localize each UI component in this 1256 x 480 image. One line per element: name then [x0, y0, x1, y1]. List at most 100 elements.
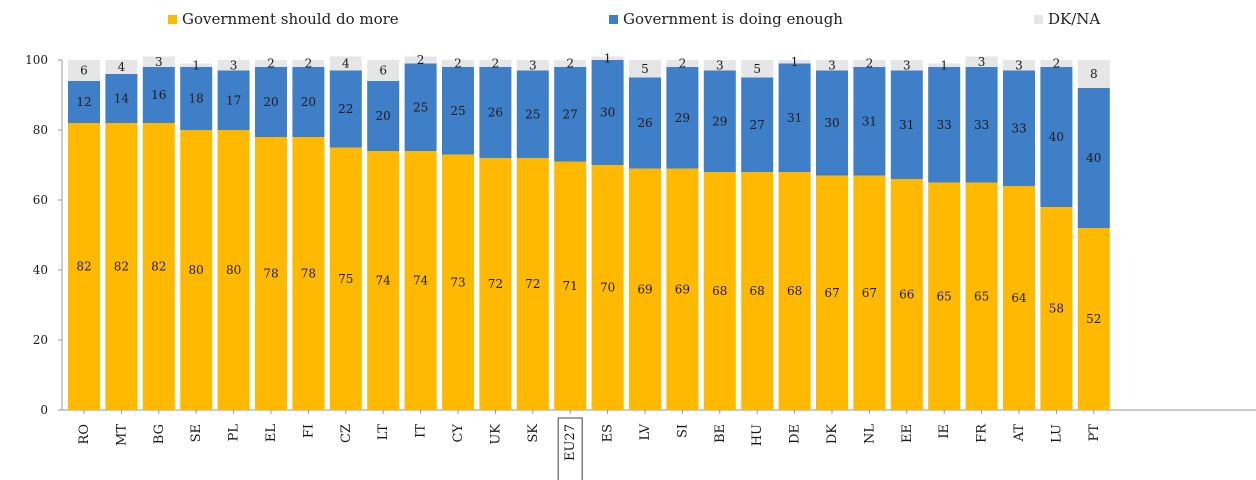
x-tick-label: CY	[451, 424, 466, 443]
bar-segment	[629, 77, 661, 169]
bar-segment	[890, 60, 923, 71]
bar-segment	[778, 63, 811, 172]
y-tick-label: 60	[33, 193, 48, 207]
bar-segment	[255, 137, 287, 410]
bar-segment	[591, 56, 624, 60]
bar-segment	[142, 123, 175, 410]
data-label: 20	[263, 95, 278, 109]
bar-segment	[479, 158, 512, 410]
data-label: 4	[342, 57, 350, 71]
bar-segment	[1003, 186, 1035, 410]
data-label: 22	[338, 102, 353, 116]
data-label: 5	[641, 62, 649, 76]
bar-segment	[105, 74, 138, 123]
data-label: 3	[1015, 58, 1023, 72]
legend-label-doing-enough: Government is doing enough	[623, 10, 843, 28]
data-label: 67	[862, 286, 877, 300]
bar-segment	[1040, 60, 1073, 67]
bar-segment	[816, 70, 848, 176]
bar-segment	[105, 60, 138, 74]
bar-segment	[255, 67, 287, 137]
bar-segment	[404, 151, 437, 410]
bar-segment	[554, 161, 587, 410]
bar-segment	[442, 154, 474, 410]
x-tick-label: CZ	[339, 424, 354, 443]
data-label: 74	[376, 274, 392, 288]
bar-segment	[479, 67, 512, 158]
data-label: 69	[675, 282, 690, 296]
data-label: 65	[974, 289, 989, 303]
data-label: 65	[937, 289, 952, 303]
bar-segment	[965, 67, 998, 183]
x-tick-label: FI	[301, 424, 316, 438]
data-label: 58	[1049, 302, 1064, 316]
data-label: 17	[226, 93, 241, 107]
data-label: 25	[525, 107, 540, 121]
x-tick-label: HU	[750, 424, 765, 446]
x-tick-label: IT	[414, 424, 429, 438]
y-tick-label: 100	[25, 53, 48, 67]
data-label: 80	[226, 263, 241, 277]
bar-segment	[554, 60, 587, 67]
data-label: 3	[828, 58, 836, 72]
data-label: 80	[189, 263, 204, 277]
legend-swatch-should-do-more	[168, 14, 177, 24]
data-label: 2	[866, 57, 874, 71]
legend-label-dkna: DK/NA	[1048, 10, 1101, 28]
data-label: 73	[450, 275, 465, 289]
bar-segment	[703, 172, 736, 410]
bar-segment	[928, 63, 961, 67]
bar-segment	[217, 60, 250, 71]
bar-segment	[1003, 70, 1035, 186]
bar-segment	[1077, 88, 1110, 228]
bar-segment	[68, 81, 100, 123]
data-label: 68	[750, 284, 765, 298]
x-tick-label: MT	[114, 424, 129, 446]
data-label: 25	[413, 100, 428, 114]
bar-segment	[591, 165, 624, 410]
bar-segment	[329, 70, 362, 148]
x-tick-label: SE	[189, 424, 204, 442]
data-label: 29	[712, 114, 727, 128]
bar-segment	[928, 182, 961, 410]
x-tick-label: LV	[638, 423, 653, 440]
data-label: 2	[492, 57, 500, 71]
bar-segment	[404, 63, 437, 151]
data-label: 82	[114, 260, 129, 274]
y-tick-label: 0	[40, 403, 48, 417]
data-label: 33	[974, 118, 989, 132]
data-label: 3	[716, 58, 724, 72]
data-label: 64	[1011, 291, 1027, 305]
x-tick-label: EU27	[563, 424, 578, 461]
x-tick-label: AT	[1012, 424, 1027, 443]
data-label: 30	[600, 106, 615, 120]
bar-segment	[778, 60, 811, 64]
x-tick-label: BG	[152, 424, 167, 444]
data-label: 3	[230, 58, 238, 72]
bar-segment	[666, 168, 699, 410]
x-tick-label: NL	[862, 424, 877, 444]
bar-segment	[68, 60, 100, 81]
bar-segment	[928, 67, 961, 183]
legend-item-dkna: DK/NA	[1034, 10, 1100, 28]
y-tick-label: 40	[33, 263, 48, 277]
bar-segment	[741, 172, 774, 410]
data-label: 6	[80, 64, 88, 78]
data-label: 4	[118, 60, 126, 74]
data-label: 68	[712, 284, 727, 298]
data-label: 40	[1086, 151, 1101, 165]
data-label: 6	[379, 64, 387, 78]
data-label: 31	[862, 114, 877, 128]
bar-segment	[329, 56, 362, 71]
data-label: 31	[899, 118, 914, 132]
x-tick-label: DK	[825, 424, 840, 444]
x-tick-label: LT	[376, 424, 391, 441]
x-tick-label: PL	[227, 424, 242, 442]
bar-segment	[367, 81, 400, 151]
data-label: 82	[151, 260, 166, 274]
data-label: 78	[301, 267, 316, 281]
x-tick-label: FR	[975, 423, 990, 443]
bar-segment	[703, 70, 736, 172]
x-tick-label: SI	[675, 424, 690, 438]
x-tick-label: SK	[526, 424, 541, 443]
